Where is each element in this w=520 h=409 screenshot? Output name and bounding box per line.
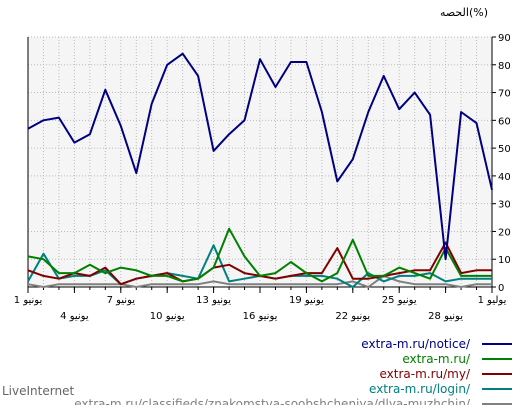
y-tick-label: 20	[498, 227, 511, 238]
credit-label: LiveInternet	[2, 384, 75, 398]
y-tick-label: 90	[498, 33, 511, 44]
y-tick-label: 10	[498, 255, 511, 266]
x-tick-label: 25 يونيو	[382, 295, 417, 306]
legend-label: extra-m.ru/notice/	[361, 337, 471, 351]
legend-label: extra-m.ru/my/	[379, 367, 470, 381]
x-tick-label: 4 يونيو	[60, 311, 89, 322]
x-tick-label: 1 يونيو	[14, 295, 43, 306]
x-tick-label: 10 يونيو	[150, 311, 185, 322]
plot-area	[28, 37, 492, 287]
y-axis-label: الحصه(%)	[440, 6, 488, 19]
y-tick-label: 0	[498, 283, 504, 294]
legend-label: extra-m.ru/classifieds/znakomstva-soobsh…	[74, 397, 471, 405]
y-tick-label: 60	[498, 116, 511, 127]
x-tick-label: 19 يونيو	[289, 295, 324, 306]
legend-label: extra-m.ru/login/	[369, 382, 471, 396]
legend-label: extra-m.ru/	[402, 352, 471, 366]
series-line	[27, 52, 493, 261]
y-tick-label: 80	[498, 61, 511, 72]
y-tick-label: 30	[498, 200, 511, 211]
x-tick-label: 16 يونيو	[243, 311, 278, 322]
x-tick-label: 1 يوليو	[478, 295, 507, 306]
x-tick-label: 28 يونيو	[428, 311, 463, 322]
x-tick-label: 13 يونيو	[196, 295, 231, 306]
x-tick-label: 7 يونيو	[107, 295, 136, 306]
y-tick-label: 50	[498, 144, 511, 155]
series-line	[27, 227, 492, 283]
x-tick-label: 22 يونيو	[335, 311, 370, 322]
series-line	[27, 274, 492, 288]
y-tick-label: 70	[498, 89, 511, 100]
y-tick-label: 40	[498, 172, 511, 183]
